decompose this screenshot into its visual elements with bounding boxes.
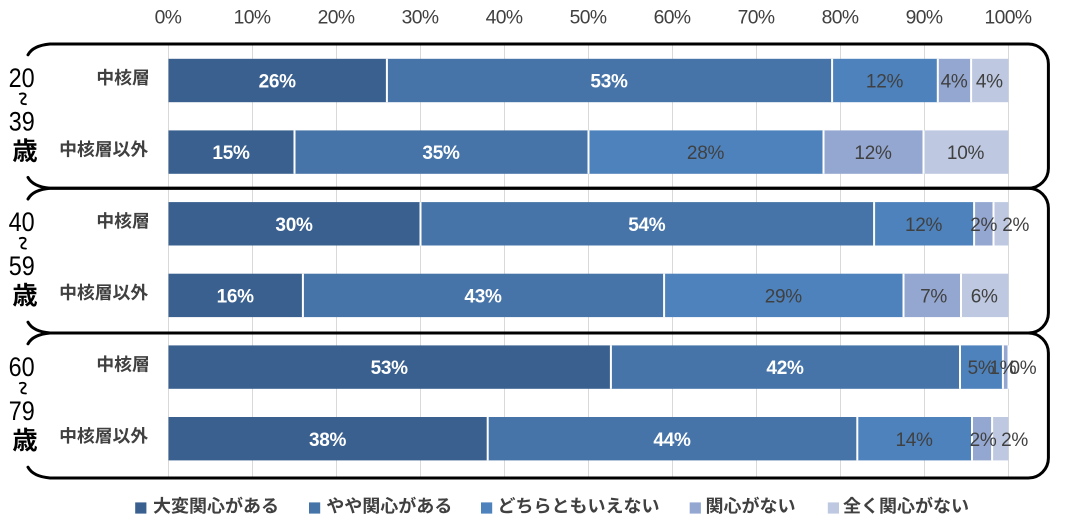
svg-text:50%: 50% xyxy=(570,8,607,29)
svg-text:2%: 2% xyxy=(970,430,997,451)
svg-text:60: 60 xyxy=(9,352,35,382)
svg-text:10%: 10% xyxy=(947,143,985,164)
svg-text:20: 20 xyxy=(9,63,35,93)
svg-text:43%: 43% xyxy=(464,286,502,307)
svg-text:14%: 14% xyxy=(896,430,934,451)
svg-text:2%: 2% xyxy=(1002,215,1029,236)
svg-text:70%: 70% xyxy=(738,8,775,29)
svg-text:44%: 44% xyxy=(653,430,691,451)
svg-text:4%: 4% xyxy=(976,72,1003,93)
svg-text:10%: 10% xyxy=(234,8,271,29)
svg-text:29%: 29% xyxy=(765,286,803,307)
svg-text:59: 59 xyxy=(9,251,35,281)
svg-text:54%: 54% xyxy=(628,215,666,236)
svg-text:26%: 26% xyxy=(259,72,297,93)
svg-text:1%: 1% xyxy=(989,358,1016,379)
svg-text:39: 39 xyxy=(9,107,35,137)
svg-text:79: 79 xyxy=(9,396,35,426)
svg-text:0%: 0% xyxy=(1009,358,1036,379)
svg-text:90%: 90% xyxy=(906,8,943,29)
svg-text:53%: 53% xyxy=(371,358,409,379)
svg-text:40%: 40% xyxy=(486,8,523,29)
svg-text:7%: 7% xyxy=(920,286,947,307)
svg-text:40: 40 xyxy=(9,207,35,237)
svg-text:0%: 0% xyxy=(155,8,182,29)
svg-text:6%: 6% xyxy=(971,286,998,307)
svg-text:5%: 5% xyxy=(968,358,995,379)
svg-text:60%: 60% xyxy=(654,8,691,29)
svg-text:12%: 12% xyxy=(866,72,904,93)
svg-text:80%: 80% xyxy=(822,8,859,29)
svg-text:4%: 4% xyxy=(941,72,968,93)
svg-text:2%: 2% xyxy=(1001,430,1028,451)
svg-text:30%: 30% xyxy=(275,215,313,236)
svg-text:100%: 100% xyxy=(985,8,1032,29)
svg-text:16%: 16% xyxy=(217,286,255,307)
svg-text:12%: 12% xyxy=(854,143,892,164)
svg-text:12%: 12% xyxy=(905,215,943,236)
svg-text:2%: 2% xyxy=(970,215,997,236)
svg-text:35%: 35% xyxy=(422,143,460,164)
svg-text:42%: 42% xyxy=(766,358,804,379)
svg-text:15%: 15% xyxy=(212,143,250,164)
svg-text:30%: 30% xyxy=(402,8,439,29)
svg-text:28%: 28% xyxy=(687,143,725,164)
svg-text:53%: 53% xyxy=(590,72,628,93)
svg-text:20%: 20% xyxy=(318,8,355,29)
svg-text:38%: 38% xyxy=(309,430,347,451)
